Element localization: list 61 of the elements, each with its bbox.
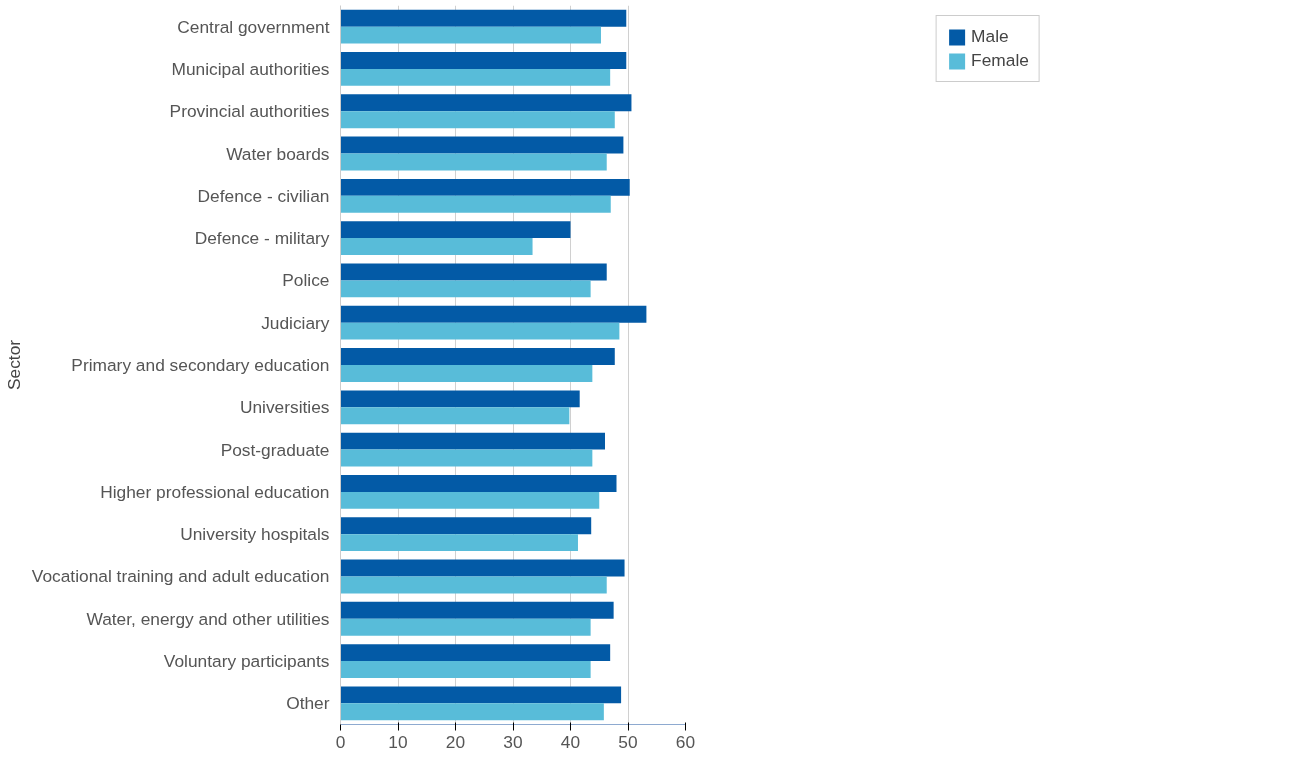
bar xyxy=(340,94,632,112)
bar xyxy=(340,26,601,44)
bar xyxy=(340,153,607,171)
y-tick-label: Judiciary xyxy=(261,312,330,333)
bar xyxy=(340,52,627,69)
bar xyxy=(340,111,615,129)
y-tick-label: Municipal authorities xyxy=(171,58,330,79)
legend-label: Female xyxy=(971,50,1029,71)
x-tick-label: 30 xyxy=(503,731,523,752)
x-tick-label: 0 xyxy=(335,731,346,752)
bar xyxy=(340,449,593,467)
bar xyxy=(340,432,605,450)
x-tick-label: 10 xyxy=(388,731,408,752)
x-tick-label: 50 xyxy=(618,731,638,752)
bar xyxy=(340,534,578,552)
y-tick-label: Post-graduate xyxy=(220,439,330,460)
y-axis-title: Sector xyxy=(3,339,24,391)
legend-label: Male xyxy=(971,26,1009,47)
bar xyxy=(340,407,570,425)
y-tick-label: Water, energy and other utilities xyxy=(86,608,330,629)
bar xyxy=(340,305,647,323)
y-tick-label: Provincial authorities xyxy=(169,101,330,122)
bar xyxy=(340,263,607,281)
bar xyxy=(340,68,611,86)
y-tick-label: Police xyxy=(282,270,330,291)
bar xyxy=(340,601,614,619)
y-tick-label: Higher professional education xyxy=(100,481,330,502)
y-tick-label: Primary and secondary education xyxy=(71,355,330,375)
x-tick-label: 60 xyxy=(675,731,696,752)
y-tick-label: University hospitals xyxy=(180,524,330,545)
x-tick-label: 20 xyxy=(445,731,466,752)
bar xyxy=(340,322,620,340)
bar xyxy=(340,517,592,535)
x-tick-label: 40 xyxy=(560,731,581,752)
y-tick-label: Vocational training and adult education xyxy=(31,566,330,587)
bar xyxy=(340,9,627,27)
y-tick-label: Defence - civilian xyxy=(197,185,330,206)
bar xyxy=(340,238,533,256)
bar xyxy=(340,491,600,509)
bar xyxy=(340,559,625,577)
bar xyxy=(340,221,571,239)
bar xyxy=(340,195,611,213)
bar xyxy=(340,365,593,382)
y-tick-label: Universities xyxy=(239,397,330,418)
y-tick-label: Defence - military xyxy=(194,228,330,249)
bar xyxy=(340,576,607,594)
bar xyxy=(340,390,580,408)
bar xyxy=(340,136,624,154)
bar xyxy=(340,280,591,298)
bar xyxy=(340,644,611,662)
y-tick-label: Water boards xyxy=(226,143,330,164)
bar xyxy=(340,686,622,704)
y-tick-label: Other xyxy=(286,693,330,714)
bar xyxy=(340,474,617,492)
bar xyxy=(340,178,630,196)
bar xyxy=(340,348,615,365)
bar xyxy=(340,661,591,678)
y-tick-label: Central government xyxy=(177,16,330,37)
bar xyxy=(340,703,604,721)
y-tick-label: Voluntary participants xyxy=(163,651,330,672)
bar xyxy=(340,618,591,636)
